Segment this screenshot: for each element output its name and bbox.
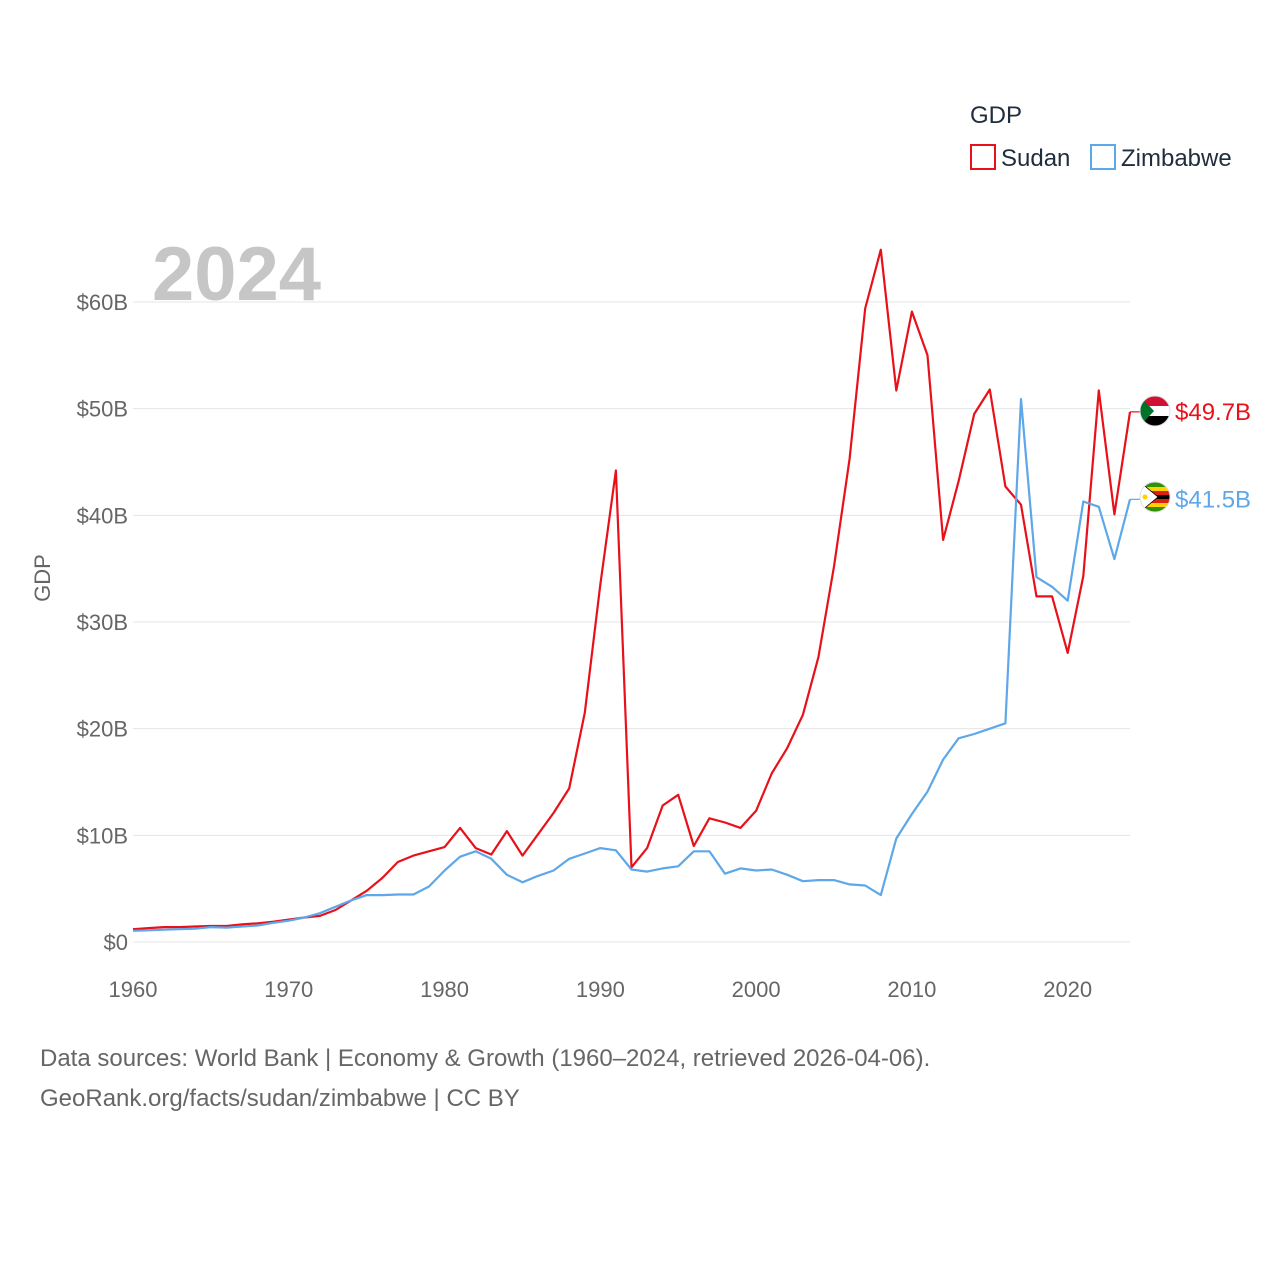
legend-swatch-zimbabwe [1090, 144, 1116, 170]
y-axis: $0 $10B $20B $30B $40B $50B $60B [77, 290, 128, 955]
legend-title: GDP [970, 102, 1022, 129]
legend-item-sudan[interactable]: Sudan [970, 144, 1070, 172]
x-tick-label: 2010 [887, 977, 936, 1002]
x-tick-label: 1970 [264, 977, 313, 1002]
y-tick-label: $20B [77, 717, 128, 742]
legend-label-zimbabwe: Zimbabwe [1121, 145, 1232, 172]
x-tick-label: 2020 [1043, 977, 1092, 1002]
y-tick-label: $40B [77, 503, 128, 528]
y-tick-label: $60B [77, 290, 128, 315]
end-label-zimbabwe: $41.5B [1175, 486, 1251, 513]
end-labels: $49.7B $41.5B [1130, 399, 1251, 513]
series-lines [132, 248, 1132, 932]
footer-attribution[interactable]: GeoRank.org/facts/sudan/zimbabwe | CC BY [40, 1085, 520, 1112]
legend-item-zimbabwe[interactable]: Zimbabwe [1090, 144, 1232, 172]
gridlines [133, 301, 1130, 943]
zimbabwe-flag-icon [1140, 482, 1170, 512]
legend-label-sudan: Sudan [1001, 145, 1070, 172]
legend-swatch-sudan [970, 144, 996, 170]
x-tick-label: 2000 [732, 977, 781, 1002]
series-line-sudan[interactable] [132, 248, 1132, 931]
sudan-flag-icon [1140, 396, 1170, 426]
y-tick-label: $30B [77, 610, 128, 635]
y-tick-label: $10B [77, 823, 128, 848]
x-tick-label: 1980 [420, 977, 469, 1002]
x-axis: 1960 1970 1980 1990 2000 2010 2020 [109, 977, 1093, 1002]
x-tick-label: 1960 [109, 977, 158, 1002]
y-tick-label: $0 [104, 930, 128, 955]
y-axis-title: GDP [30, 554, 55, 602]
x-tick-label: 1990 [576, 977, 625, 1002]
series-line-zimbabwe[interactable] [132, 398, 1132, 932]
legend: GDP Sudan Zimbabwe [970, 102, 1232, 172]
y-tick-label: $50B [77, 397, 128, 422]
year-label: 2024 [152, 232, 321, 317]
end-label-sudan: $49.7B [1175, 399, 1251, 426]
footer-source: Data sources: World Bank | Economy & Gro… [40, 1045, 931, 1072]
